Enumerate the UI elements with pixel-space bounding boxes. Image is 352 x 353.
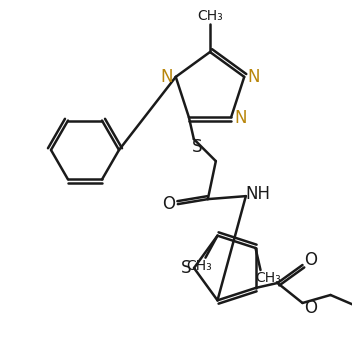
Text: S: S [191, 138, 202, 156]
Text: NH: NH [245, 185, 270, 203]
Text: N: N [234, 109, 246, 127]
Text: N: N [161, 68, 173, 86]
Text: CH₃: CH₃ [197, 9, 223, 23]
Text: CH₃: CH₃ [256, 271, 281, 285]
Text: S: S [181, 259, 191, 277]
Text: O: O [304, 251, 317, 269]
Text: N: N [247, 68, 259, 86]
Text: O: O [162, 195, 175, 213]
Text: CH₃: CH₃ [187, 259, 212, 273]
Text: O: O [304, 299, 317, 317]
